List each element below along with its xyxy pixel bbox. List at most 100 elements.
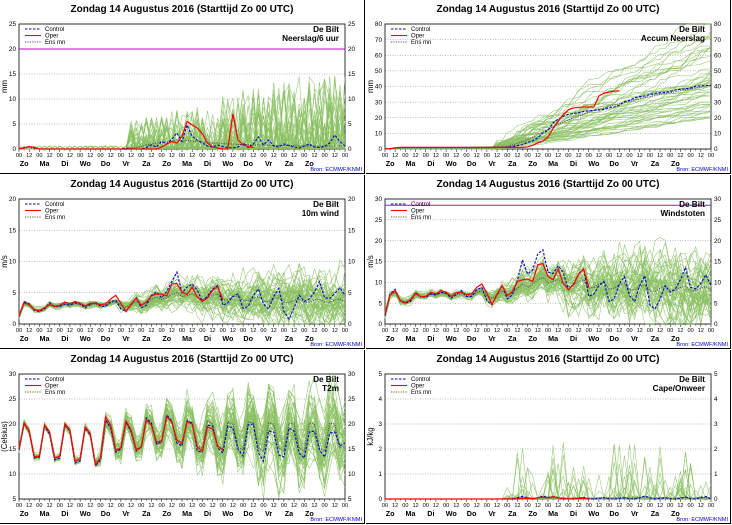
chart-t2m: Zondag 14 Augustus 2016 (Starttijd Zo 00… <box>0 354 362 523</box>
x-hour-label: 00 <box>260 328 266 334</box>
y-tick-label-right: 3 <box>714 421 718 428</box>
x-hour-label: 00 <box>606 153 612 159</box>
x-day-label: Vr <box>488 159 495 168</box>
x-hour-label: 12 <box>698 328 704 334</box>
y-tick-label-left: 10 <box>375 131 383 138</box>
x-hour-label: 12 <box>189 328 195 334</box>
x-day-label: Za <box>508 159 517 168</box>
x-day-label: Zo <box>305 159 314 168</box>
x-hour-label: 12 <box>698 153 704 159</box>
legend-label: Oper <box>411 34 424 40</box>
x-hour-label: 00 <box>281 153 287 159</box>
y-tick-label-right: 20 <box>348 46 356 53</box>
x-day-label: Do <box>243 509 253 518</box>
y-tick-label-left: 20 <box>9 196 17 203</box>
y-tick-label-right: 10 <box>348 259 356 266</box>
x-hour-label: 12 <box>596 503 602 509</box>
x-hour-label: 00 <box>484 503 490 509</box>
x-hour-label: 12 <box>412 153 418 159</box>
x-day-label: Za <box>508 509 517 518</box>
y-tick-label-right: 4 <box>714 396 718 403</box>
x-day-label: Di <box>427 334 434 343</box>
x-hour-label: 12 <box>332 503 338 509</box>
x-day-label: Vr <box>265 159 272 168</box>
x-hour-label: 00 <box>565 153 571 159</box>
y-tick-label-left: 20 <box>375 238 383 245</box>
y-tick-label-right: 30 <box>714 99 722 106</box>
x-hour-label: 12 <box>230 503 236 509</box>
x-hour-label: 12 <box>535 503 541 509</box>
x-day-label: Wo <box>80 509 92 518</box>
x-hour-label: 12 <box>575 328 581 334</box>
y-tick-label-left: 60 <box>375 52 383 59</box>
y-tick-label-left: 0 <box>12 146 16 153</box>
x-hour-label: 12 <box>230 153 236 159</box>
x-hour-label: 00 <box>36 328 42 334</box>
y-tick-label-right: 5 <box>348 121 352 128</box>
x-hour-label: 00 <box>708 503 714 509</box>
x-hour-label: 12 <box>698 503 704 509</box>
x-hour-label: 12 <box>250 153 256 159</box>
x-hour-label: 00 <box>240 503 246 509</box>
x-day-label: Wo <box>588 509 600 518</box>
x-day-label: Do <box>467 509 477 518</box>
y-tick-label-right: 30 <box>714 196 722 203</box>
y-tick-label-right: 15 <box>714 259 722 266</box>
x-hour-label: 00 <box>606 328 612 334</box>
x-hour-label: 12 <box>108 328 114 334</box>
x-hour-label: 00 <box>647 153 653 159</box>
y-tick-label-left: 30 <box>375 196 383 203</box>
panel-title: Zondag 14 Augustus 2016 (Starttijd Zo 00… <box>437 179 660 190</box>
source-label: Bron: ECMWF/KNMI <box>310 167 362 173</box>
x-day-label: Wo <box>222 509 234 518</box>
oper-line <box>384 90 620 150</box>
panel-wind-10m: Zondag 14 Augustus 2016 (Starttijd Zo 00… <box>0 175 365 349</box>
x-day-label: Di <box>427 509 434 518</box>
oper-line <box>18 113 254 150</box>
x-hour-label: 12 <box>657 503 663 509</box>
x-hour-label: 00 <box>382 153 388 159</box>
x-day-label: Wo <box>222 159 234 168</box>
ens-mean-line <box>385 496 712 500</box>
x-hour-label: 00 <box>220 328 226 334</box>
y-tick-label-left: 2 <box>378 446 382 453</box>
x-hour-label: 12 <box>67 503 73 509</box>
y-axis-label: kJ/kg <box>366 427 375 445</box>
ensemble-member-line <box>385 456 711 500</box>
ensemble-member-line <box>18 284 346 317</box>
panel-title: Zondag 14 Augustus 2016 (Starttijd Zo 00… <box>437 354 660 365</box>
x-hour-label: 00 <box>281 328 287 334</box>
x-hour-label: 12 <box>148 328 154 334</box>
x-hour-label: 00 <box>423 328 429 334</box>
x-hour-label: 00 <box>138 153 144 159</box>
y-tick-label-left: 20 <box>9 46 17 53</box>
panel-gusts: Zondag 14 Augustus 2016 (Starttijd Zo 00… <box>366 175 731 349</box>
x-hour-label: 00 <box>688 153 694 159</box>
x-hour-label: 00 <box>667 153 673 159</box>
station-name: De Bilt <box>679 25 705 34</box>
x-hour-label: 00 <box>565 328 571 334</box>
y-tick-label-left: 20 <box>375 115 383 122</box>
x-hour-label: 00 <box>36 153 42 159</box>
x-day-label: Zo <box>386 159 395 168</box>
chart-gusts: Zondag 14 Augustus 2016 (Starttijd Zo 00… <box>366 179 728 348</box>
control-line <box>18 270 346 321</box>
legend-label: Oper <box>45 34 58 40</box>
x-hour-label: 12 <box>128 153 134 159</box>
x-day-label: Vr <box>122 334 129 343</box>
x-hour-label: 12 <box>46 503 52 509</box>
x-hour-label: 00 <box>159 153 165 159</box>
y-tick-label-right: 15 <box>348 446 356 453</box>
x-hour-label: 00 <box>260 503 266 509</box>
x-day-label: Zo <box>305 509 314 518</box>
x-hour-label: 00 <box>57 328 63 334</box>
control-line <box>384 248 712 316</box>
x-day-label: Ma <box>182 509 193 518</box>
ensemble-member-line <box>18 259 346 325</box>
y-tick-label-right: 0 <box>348 321 352 328</box>
source-label: Bron: ECMWF/KNMI <box>676 517 728 523</box>
y-axis-label: m/s <box>366 255 375 268</box>
y-tick-label-left: 25 <box>375 217 383 224</box>
x-day-label: Zo <box>528 509 537 518</box>
x-day-label: Vr <box>631 159 638 168</box>
